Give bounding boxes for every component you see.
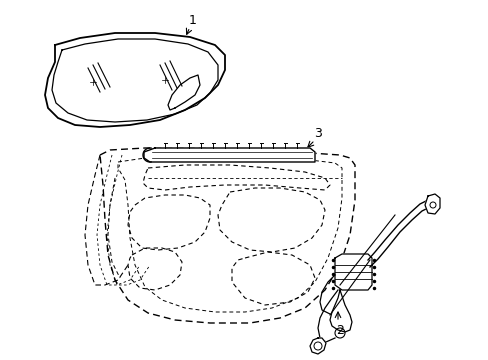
Polygon shape <box>334 254 371 290</box>
Polygon shape <box>143 148 314 162</box>
Text: 1: 1 <box>189 14 197 27</box>
Text: 3: 3 <box>313 126 321 140</box>
Text: 2: 2 <box>335 324 343 337</box>
Polygon shape <box>424 194 439 214</box>
Polygon shape <box>309 338 325 354</box>
